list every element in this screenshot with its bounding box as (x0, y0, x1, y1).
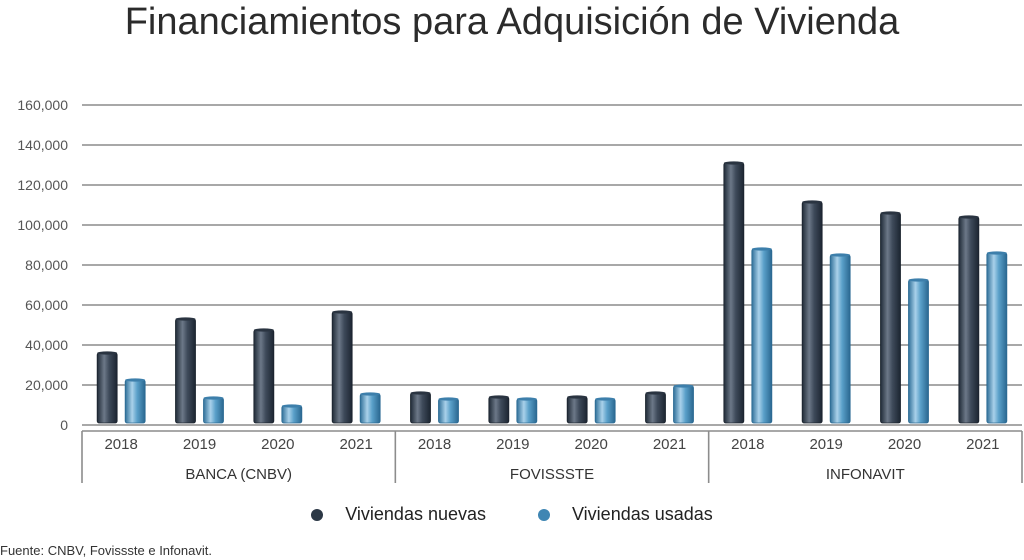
bar-viviendas-nuevas (488, 396, 510, 424)
y-tick-label: 60,000 (25, 297, 68, 313)
bar-viviendas-nuevas-top (802, 200, 823, 204)
bar-viviendas-usadas-top (986, 251, 1007, 255)
chart-title: Financiamientos para Adquisición de Vivi… (124, 1, 900, 43)
y-tick-label: 40,000 (25, 337, 68, 353)
bar-viviendas-nuevas-top (253, 328, 274, 332)
bar-viviendas-usadas (124, 379, 146, 424)
bar-viviendas-nuevas-top (645, 391, 666, 395)
bar-viviendas-nuevas (566, 396, 588, 424)
x-tick-label: 2020 (888, 436, 921, 453)
x-tick-label: 2019 (183, 436, 216, 453)
bar-viviendas-usadas-top (438, 397, 459, 401)
bar-viviendas-usadas (673, 385, 694, 424)
legend-dot-usadas (538, 508, 550, 521)
bar-viviendas-usadas-top (595, 397, 616, 401)
legend-label-usadas: Viviendas usadas (572, 504, 713, 524)
x-tick-label: 2019 (496, 436, 529, 453)
bar-viviendas-nuevas (331, 311, 353, 424)
source-note: Fuente: CNBV, Fovissste e Infonavit. (0, 543, 212, 558)
bar-viviendas-usadas (516, 398, 538, 424)
bar-viviendas-nuevas (175, 318, 196, 424)
bar-viviendas-usadas (359, 393, 381, 424)
bar-viviendas-usadas-top (360, 392, 381, 396)
bar-viviendas-usadas (986, 252, 1008, 424)
x-tick-label: 2018 (104, 436, 137, 453)
bar-viviendas-nuevas-top (410, 391, 431, 395)
y-tick-label: 100,000 (17, 217, 68, 233)
bar-viviendas-usadas-top (673, 384, 694, 388)
bar-viviendas-nuevas (880, 212, 901, 424)
bar-viviendas-nuevas-top (958, 215, 979, 219)
x-tick-label: 2021 (653, 436, 686, 453)
bar-viviendas-nuevas-top (175, 317, 196, 321)
x-tick-label: 2021 (966, 436, 999, 453)
y-tick-label: 140,000 (17, 137, 68, 153)
bar-viviendas-nuevas (253, 329, 275, 424)
x-tick-label: 2018 (731, 436, 764, 453)
legend-dot-nuevas (311, 508, 324, 521)
bar-viviendas-usadas (829, 254, 851, 424)
y-tick-label: 0 (60, 417, 68, 433)
bar-viviendas-nuevas (96, 352, 118, 424)
y-tick-label: 120,000 (17, 177, 68, 193)
bar-viviendas-usadas (594, 398, 616, 424)
legend-label-nuevas: Viviendas nuevas (345, 504, 486, 524)
legend-item-usadas: Viviendas usadas (538, 504, 713, 525)
bar-viviendas-nuevas-top (332, 310, 353, 314)
bar-viviendas-nuevas (958, 216, 980, 424)
bar-viviendas-nuevas (801, 201, 823, 424)
x-tick-label: 2018 (418, 436, 451, 453)
legend: Viviendas nuevas Viviendas usadas (0, 504, 1024, 525)
bar-viviendas-usadas (438, 398, 459, 424)
bar-chart: 0 20,000 40,000 60,000 80,000 100,000 120,000 1… (17, 97, 1023, 483)
x-tick-label: 2020 (261, 436, 294, 453)
bar-viviendas-nuevas-top (567, 395, 588, 399)
bar-viviendas-nuevas-top (880, 211, 901, 215)
legend-item-nuevas: Viviendas nuevas (311, 504, 486, 525)
bar-viviendas-usadas-top (203, 396, 224, 400)
bar-viviendas-usadas-top (830, 253, 851, 257)
group-label: INFONAVIT (826, 466, 905, 483)
x-tick-label: 2021 (339, 436, 372, 453)
y-tick-label: 160,000 (17, 97, 68, 113)
bar-viviendas-usadas (281, 405, 303, 424)
bar-viviendas-usadas (908, 279, 929, 424)
bar-viviendas-usadas-top (751, 247, 772, 251)
bar-viviendas-usadas-top (516, 397, 537, 401)
group-label: FOVISSSTE (510, 466, 594, 483)
y-tick-label: 80,000 (25, 257, 68, 273)
bar-viviendas-nuevas-top (723, 161, 744, 165)
bar-viviendas-usadas-top (908, 278, 929, 282)
group-label: BANCA (CNBV) (185, 466, 292, 483)
bar-viviendas-nuevas (723, 162, 745, 424)
bar-viviendas-nuevas-top (488, 395, 509, 399)
bar-viviendas-usadas-top (281, 404, 302, 408)
bar-viviendas-nuevas (410, 392, 431, 424)
bar-viviendas-usadas (203, 397, 224, 424)
x-tick-label: 2020 (574, 436, 607, 453)
bar-viviendas-usadas (751, 248, 773, 424)
bar-viviendas-usadas-top (125, 378, 146, 382)
bar-viviendas-nuevas (645, 392, 666, 424)
y-tick-label: 20,000 (25, 377, 68, 393)
bar-viviendas-nuevas-top (97, 351, 118, 355)
x-tick-label: 2019 (809, 436, 842, 453)
